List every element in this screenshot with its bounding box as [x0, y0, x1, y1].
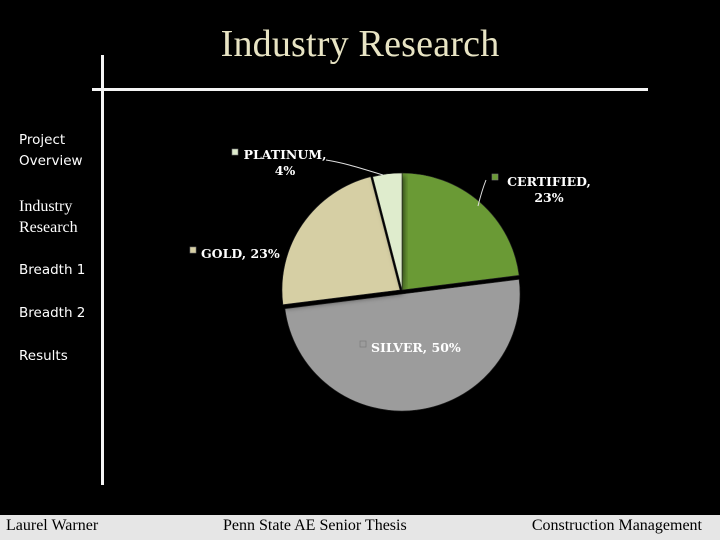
legend-marker-certified — [491, 173, 499, 181]
slide-title-text: Industry Research — [220, 23, 500, 65]
nav-item-label: Results — [19, 348, 68, 364]
pie-slice-platinum — [372, 172, 403, 291]
slide-title: Industry Research — [0, 22, 720, 66]
nav-item-label-line: Research — [19, 219, 78, 236]
pie-slice-certified — [401, 172, 520, 291]
footer-bar: Laurel Warner Penn State AE Senior Thesi… — [0, 515, 720, 540]
pie-slice-gold — [281, 176, 401, 305]
leader-line-certified — [477, 179, 487, 207]
nav-item-label: Breadth 1 — [19, 262, 86, 278]
nav-item-results[interactable]: Results — [19, 346, 109, 367]
title-divider-horizontal — [92, 88, 648, 91]
pie-slice-silver — [284, 279, 521, 412]
nav-item-breadth-2[interactable]: Breadth 2 — [19, 303, 109, 324]
footer-author: Laurel Warner — [6, 517, 99, 534]
legend-marker-platinum — [231, 148, 239, 156]
footer-department: Construction Management — [531, 517, 702, 534]
pie-slices — [281, 172, 521, 412]
legend-marker-silver — [359, 340, 367, 348]
nav-item-breadth-1[interactable]: Breadth 1 — [19, 260, 109, 281]
sidebar-divider-vertical — [101, 55, 104, 485]
pie-labels: CERTIFIED,23% SILVER, 50% GOLD, 23% PLATINU… — [189, 147, 591, 355]
data-label-gold: GOLD, 23% — [201, 246, 280, 261]
nav-item-label-line: Industry — [19, 198, 73, 215]
data-label-value-certified: 23% — [534, 190, 563, 205]
footer-course: Penn State AE Senior Thesis — [223, 517, 407, 534]
data-label-silver: SILVER, 50% — [371, 340, 461, 355]
data-label-platinum: PLATINUM, — [244, 147, 327, 162]
data-label-certified: CERTIFIED, — [507, 174, 591, 189]
nav-item-project-overview[interactable]: Project Overview — [19, 130, 109, 172]
legend-marker-gold — [189, 246, 197, 254]
data-label-value-platinum: 4% — [275, 163, 296, 178]
leader-line-platinum — [325, 159, 384, 176]
pie-leader-lines — [325, 159, 487, 207]
nav-item-industry-research[interactable]: Industry Research — [19, 196, 109, 238]
nav-item-label-line: Project — [19, 132, 66, 148]
nav-item-label-line: Overview — [19, 153, 83, 169]
nav-item-label: Breadth 2 — [19, 305, 86, 321]
